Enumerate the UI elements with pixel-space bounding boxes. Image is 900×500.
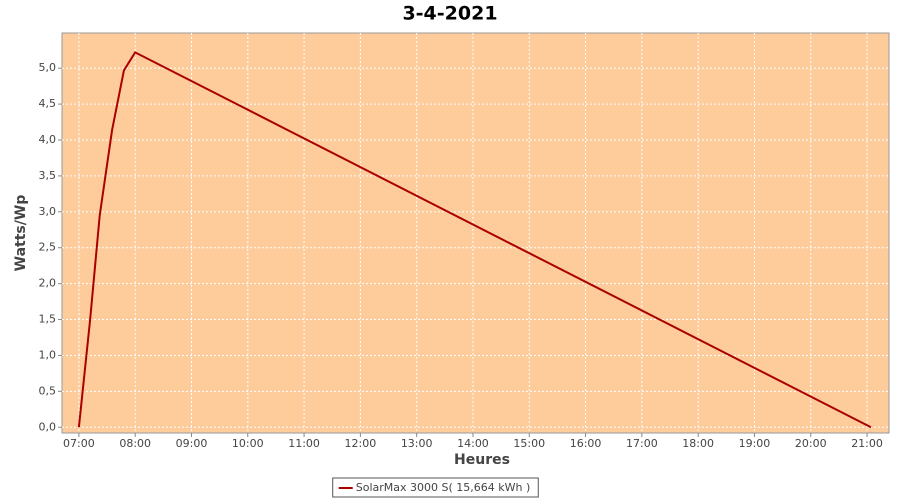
x-tick-label: 20:00	[795, 437, 827, 450]
x-tick-label: 11:00	[288, 437, 320, 450]
x-tick-label: 19:00	[739, 437, 771, 450]
chart-title: 3-4-2021	[402, 3, 497, 25]
y-tick-label: 2,5	[39, 241, 57, 254]
x-tick-label: 10:00	[232, 437, 264, 450]
y-tick-label: 1,0	[39, 348, 57, 361]
y-tick-label: 2,0	[39, 277, 57, 290]
x-tick-label: 07:00	[63, 437, 95, 450]
y-tick-label: 0,5	[39, 384, 57, 397]
series-line	[77, 51, 872, 429]
x-tick-label: 13:00	[401, 437, 433, 450]
y-tick-label: 4,0	[39, 133, 57, 146]
y-tick-label: 3,0	[39, 205, 57, 218]
y-tick-label: 1,5	[39, 313, 57, 326]
x-tick-label: 08:00	[119, 437, 151, 450]
x-tick-label: 15:00	[513, 437, 545, 450]
x-axis-label: Heures	[454, 452, 510, 468]
x-tick-label: 16:00	[570, 437, 602, 450]
y-tick-label: 5,0	[39, 61, 57, 74]
x-tick-label: 14:00	[457, 437, 489, 450]
x-tick-label: 17:00	[626, 437, 658, 450]
y-tick-label: 0,0	[39, 420, 57, 433]
legend: SolarMax 3000 S( 15,664 kWh )	[332, 477, 539, 498]
x-tick-label: 09:00	[176, 437, 208, 450]
y-axis-label: Watts/Wp	[13, 195, 29, 272]
legend-label: SolarMax 3000 S( 15,664 kWh )	[356, 481, 531, 494]
y-tick-label: 3,5	[39, 169, 57, 182]
x-tick-label: 18:00	[682, 437, 714, 450]
y-tick-label: 4,5	[39, 97, 57, 110]
x-tick-label: 21:00	[851, 437, 883, 450]
x-tick-label: 12:00	[345, 437, 377, 450]
legend-box	[332, 477, 539, 498]
